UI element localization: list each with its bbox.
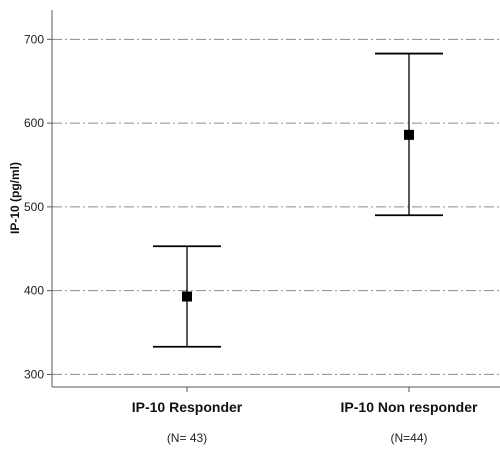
y-tick-label: 400 — [24, 284, 44, 298]
y-ticks: 300 400 500 600 700 — [24, 32, 52, 381]
y-tick-label: 700 — [24, 32, 44, 46]
sample-size-label: (N= 43) — [167, 431, 207, 445]
y-tick-label: 500 — [24, 200, 44, 214]
mean-marker — [182, 291, 192, 302]
axes — [51, 10, 500, 388]
error-bar-series — [153, 52, 443, 348]
x-ticks: IP-10 Responder (N= 43) IP-10 Non responde… — [132, 387, 478, 445]
category-label: IP-10 Non responder — [341, 399, 478, 415]
category-label: IP-10 Responder — [132, 399, 243, 415]
y-axis-label: IP-10 (pg/ml) — [8, 162, 22, 234]
y-tick-label: 600 — [24, 116, 44, 130]
y-tick-label: 300 — [24, 367, 44, 381]
mean-marker — [404, 129, 414, 140]
grid-lines — [52, 38, 500, 375]
sample-size-label: (N=44) — [390, 431, 427, 445]
